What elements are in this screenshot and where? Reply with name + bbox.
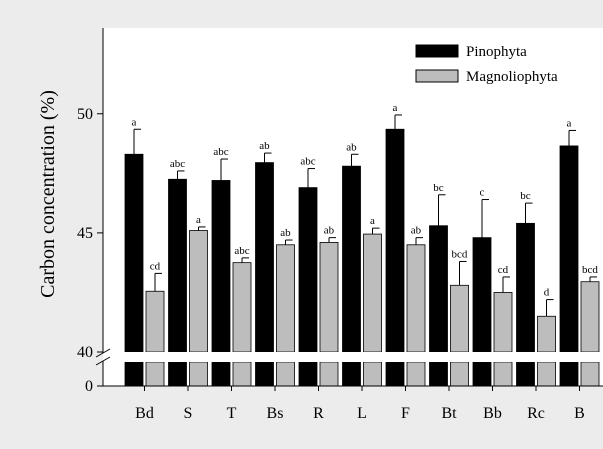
bar-base-pinophyta-t [211, 361, 231, 387]
x-tick-label-t: T [227, 405, 237, 422]
sig-label-magnoliophyta-bs: ab [280, 227, 291, 239]
bar-base-pinophyta-bs [255, 361, 274, 387]
bar-base-pinophyta-s [168, 361, 187, 387]
sig-label-pinophyta-r: abc [300, 156, 315, 168]
bar-base-pinophyta-l [342, 361, 361, 387]
y-tick-label-50: 50 [77, 106, 93, 123]
legend-swatch-pinophyta [415, 44, 459, 58]
sig-label-magnoliophyta-bt: bcd [452, 248, 468, 260]
sig-label-pinophyta-bt: bc [433, 182, 444, 194]
sig-label-magnoliophyta-rc: d [544, 287, 550, 299]
legend: Pinophyta Magnoliophyta [415, 44, 558, 85]
axes-layer: 0 40 45 50 Bd S T Bs R L F Bt Bb Rc B [77, 28, 603, 422]
bar-base-pinophyta-r [298, 361, 318, 387]
axis-break-mark-lower [95, 356, 111, 366]
bar-base-magnoliophyta-rc [537, 361, 556, 387]
y-tick-label-0: 0 [85, 378, 93, 395]
bar-base-magnoliophyta-f [406, 361, 426, 387]
bar-magnoliophyta-b [580, 281, 600, 353]
sig-label-magnoliophyta-r: ab [324, 225, 335, 237]
bar-pinophyta-bs [255, 162, 274, 353]
axis-break-gap [104, 352, 603, 362]
bar-pinophyta-f [385, 128, 405, 353]
bar-base-magnoliophyta-bs [276, 361, 295, 387]
bar-base-pinophyta-f [385, 361, 405, 387]
legend-label-magnoliophyta: Magnoliophyta [466, 69, 558, 85]
sig-label-pinophyta-s: abc [170, 158, 185, 170]
bar-pinophyta-r [298, 187, 318, 353]
x-tick-label-bs: Bs [267, 405, 284, 422]
y-tick-label-45: 45 [77, 225, 93, 242]
legend-swatch-magnoliophyta [415, 69, 459, 83]
bar-base-pinophyta-b [559, 361, 579, 387]
sig-label-magnoliophyta-l: a [370, 215, 375, 227]
sig-label-magnoliophyta-f: ab [411, 225, 422, 237]
bar-pinophyta-t [211, 180, 231, 353]
sig-label-magnoliophyta-bd: cd [150, 260, 161, 272]
bar-base-pinophyta-bt [429, 361, 448, 387]
bar-magnoliophyta-r [319, 242, 339, 353]
bar-magnoliophyta-bb [493, 292, 513, 353]
bar-magnoliophyta-s [189, 230, 208, 353]
sig-label-pinophyta-f: a [393, 102, 398, 114]
x-tick-label-b: B [574, 405, 585, 422]
bar-magnoliophyta-t [232, 262, 252, 353]
axis-break-mark-upper [95, 348, 111, 358]
bar-magnoliophyta-bs [276, 244, 295, 353]
bar-pinophyta-bb [472, 237, 492, 353]
bar-magnoliophyta-rc [537, 315, 556, 353]
bar-base-magnoliophyta-bb [493, 361, 513, 387]
bar-pinophyta-b [559, 145, 579, 353]
bar-magnoliophyta-bt [450, 284, 469, 353]
y-tick-label-40: 40 [77, 344, 93, 361]
bar-pinophyta-s [168, 178, 187, 353]
sig-label-magnoliophyta-b: bcd [582, 264, 598, 276]
sig-label-pinophyta-bb: c [480, 187, 485, 199]
x-tick-label-bd: Bd [135, 405, 154, 422]
legend-label-pinophyta: Pinophyta [466, 44, 527, 60]
bar-base-magnoliophyta-b [580, 361, 600, 387]
sig-label-magnoliophyta-s: a [196, 214, 201, 226]
x-tick-label-f: F [401, 405, 410, 422]
bar-base-magnoliophyta-r [319, 361, 339, 387]
y-axis-title: Carbon concentration (%) [37, 90, 59, 298]
bar-pinophyta-bd [124, 153, 144, 353]
sig-label-pinophyta-t: abc [213, 146, 228, 158]
bar-magnoliophyta-l [363, 233, 382, 353]
bar-base-pinophyta-bb [472, 361, 492, 387]
bar-base-pinophyta-bd [124, 361, 144, 387]
sig-label-magnoliophyta-bb: cd [498, 264, 509, 276]
x-tick-label-s: S [184, 405, 193, 422]
x-tick-label-l: L [357, 405, 367, 422]
sig-label-magnoliophyta-t: abc [234, 245, 249, 257]
x-tick-label-bb: Bb [483, 405, 502, 422]
sig-label-pinophyta-bd: a [132, 116, 137, 128]
bar-base-magnoliophyta-bt [450, 361, 469, 387]
bar-base-pinophyta-rc [516, 361, 535, 387]
bar-pinophyta-l [342, 165, 361, 353]
x-tick-label-rc: Rc [527, 405, 545, 422]
sig-label-pinophyta-rc: bc [520, 190, 531, 202]
bar-base-magnoliophyta-s [189, 361, 208, 387]
sig-label-pinophyta-b: a [567, 117, 572, 129]
x-tick-label-bt: Bt [441, 405, 457, 422]
sig-label-pinophyta-bs: ab [259, 140, 270, 152]
bar-pinophyta-rc [516, 222, 535, 353]
bar-base-magnoliophyta-t [232, 361, 252, 387]
bar-base-magnoliophyta-l [363, 361, 382, 387]
x-tick-label-r: R [313, 405, 324, 422]
bar-magnoliophyta-f [406, 244, 426, 353]
bar-base-magnoliophyta-bd [145, 361, 165, 387]
bar-magnoliophyta-bd [145, 290, 165, 353]
bar-pinophyta-bt [429, 225, 448, 353]
sig-label-pinophyta-l: ab [346, 141, 357, 153]
